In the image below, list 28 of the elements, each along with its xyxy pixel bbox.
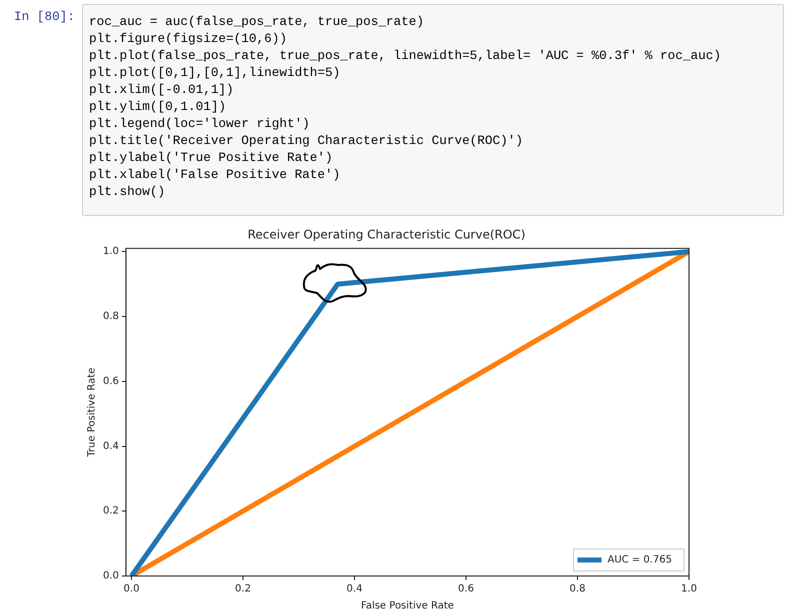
x-tick-label: 1.0 (681, 584, 697, 595)
y-tick-label: 1.0 (102, 246, 119, 258)
text: plt.plot(false_pos_rate, true_pos_rate, linewidth=5,label= 'AUC = %0.3f' % roc_auc) (89, 48, 721, 63)
text: plt.xlim([-0.01,1]) (89, 82, 234, 97)
y-tick-label: 0.4 (102, 440, 119, 452)
text: plt.show() (89, 184, 166, 199)
text: plt.legend(loc='lower right') (89, 116, 310, 131)
chart-title: Receiver Operating Characteristic Curve(ROC) (248, 227, 526, 242)
text: plt.ylabel('True Positive Rate') (89, 150, 333, 165)
y-axis-title: True Positive Rate (86, 368, 98, 458)
y-tick-label: 0.2 (102, 506, 119, 517)
y-tick-label: 0.0 (102, 570, 119, 582)
text: plt.xlabel('False Positive Rate') (89, 167, 340, 182)
text: plt.ylim([0,1.01]) (89, 99, 226, 114)
y-tick-label: 0.6 (102, 376, 119, 387)
x-tick-label: 0.4 (346, 584, 362, 595)
text: plt.figure(figsize=(10,6)) (89, 31, 287, 46)
text: plt.title('Receiver Operating Characteristic Curve(ROC)') (89, 133, 523, 148)
text: plt.plot([0,1],[0,1],linewidth=5) (89, 65, 340, 80)
x-tick-label: 0.0 (124, 584, 140, 595)
x-tick-label: 0.2 (235, 584, 251, 595)
legend-label: AUC = 0.765 (607, 554, 672, 566)
x-tick-label: 0.6 (458, 584, 474, 595)
text: roc_auc = auc(false_pos_rate, true_pos_rate) (89, 14, 424, 29)
text: In [80]: (14, 9, 75, 24)
x-axis-title: False Positive Rate (360, 600, 454, 612)
y-tick-label: 0.8 (102, 311, 119, 322)
x-tick-label: 0.8 (570, 584, 586, 595)
